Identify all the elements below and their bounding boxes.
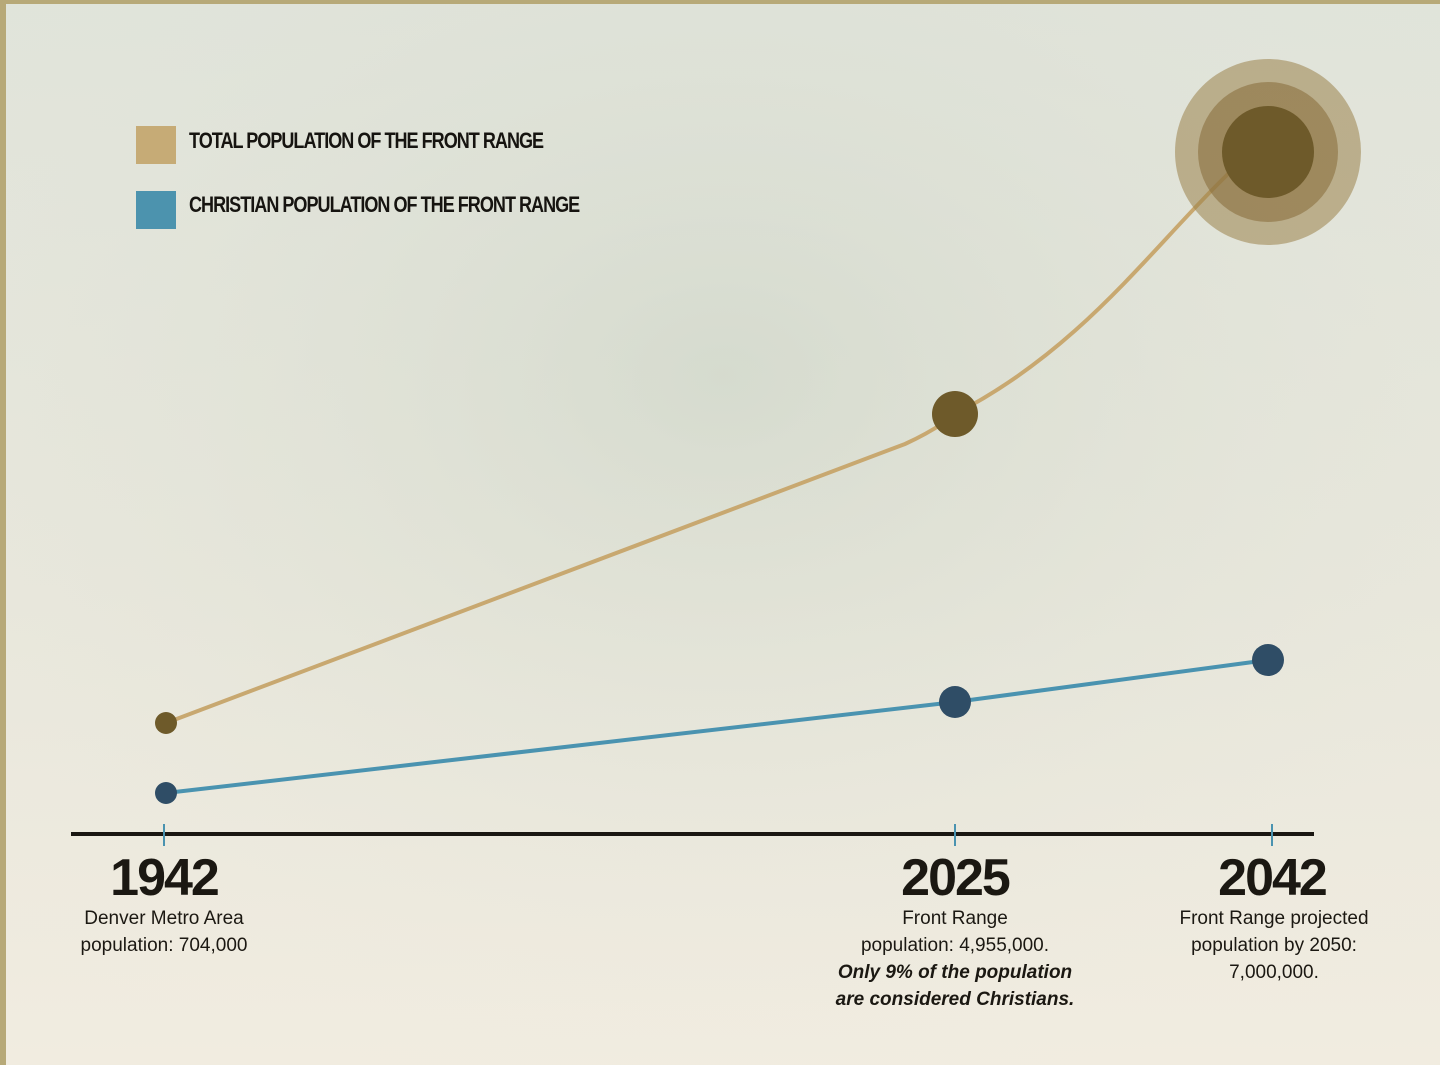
year-label-1942: 1942 bbox=[110, 849, 220, 907]
year-label-2042: 2042 bbox=[1218, 849, 1328, 907]
caption-2025-emphasis-1: Only 9% of the population bbox=[837, 962, 1073, 983]
point-total-2042 bbox=[1222, 106, 1314, 198]
caption-1942-line-2: population: 704,000 bbox=[80, 935, 248, 956]
year-label-2025: 2025 bbox=[901, 849, 1011, 907]
caption-1942: Denver Metro Area population: 704,000 bbox=[14, 905, 314, 959]
point-christian-2042 bbox=[1252, 644, 1284, 676]
caption-2025-line-2: population: 4,955,000. bbox=[860, 935, 1050, 956]
caption-2042-line-3: 7,000,000. bbox=[1229, 962, 1319, 983]
caption-2025-emphasis-2: are considered Christians. bbox=[835, 989, 1075, 1010]
caption-2025-line-1: Front Range bbox=[902, 908, 1008, 929]
legend-swatch-total bbox=[136, 126, 176, 164]
caption-2042: Front Range projected population by 2050… bbox=[1124, 905, 1424, 986]
legend-label-christian: CHRISTIAN POPULATION OF THE FRONT RANGE bbox=[189, 192, 580, 217]
legend-swatch-christian bbox=[136, 191, 176, 229]
caption-2042-line-1: Front Range projected bbox=[1179, 908, 1369, 929]
point-christian-2025 bbox=[939, 686, 971, 718]
point-total-2025 bbox=[932, 391, 978, 437]
caption-2025: Front Range population: 4,955,000. Only … bbox=[805, 905, 1105, 1013]
point-christian-1942 bbox=[155, 782, 177, 804]
point-total-1942 bbox=[155, 712, 177, 734]
caption-1942-line-1: Denver Metro Area bbox=[84, 908, 244, 929]
legend-label-total: TOTAL POPULATION OF THE FRONT RANGE bbox=[189, 128, 544, 153]
caption-2042-line-2: population by 2050: bbox=[1191, 935, 1357, 956]
